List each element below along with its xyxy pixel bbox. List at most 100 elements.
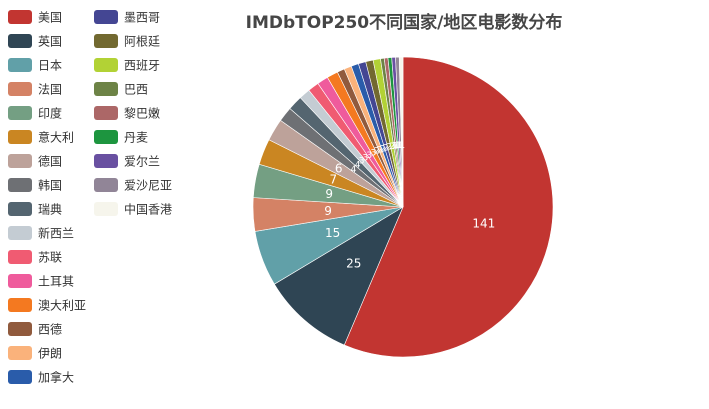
legend-swatch [94,34,118,48]
legend-item[interactable]: 韩国 [8,178,62,193]
legend-swatch [94,130,118,144]
legend-swatch [94,178,118,192]
legend-swatch [8,10,32,24]
legend-label: 日本 [38,59,62,73]
legend-label: 加拿大 [38,370,74,385]
pie-value-label: 3 [359,156,365,166]
pie-value-label: 9 [324,204,332,218]
chart-title: IMDbTOP250不同国家/地区电影数分布 [246,12,563,33]
legend-swatch [94,82,118,96]
legend-item[interactable]: 印度 [8,106,62,121]
pie-slice[interactable] [398,56,404,208]
legend-item[interactable]: 新西兰 [8,226,74,241]
pie-value-label: 141 [472,216,495,230]
legend-label: 印度 [38,106,62,121]
legend-swatch [8,298,32,312]
pie-value-label: 2 [380,144,386,154]
legend-item[interactable]: 澳大利亚 [8,298,86,313]
legend-swatch [8,370,32,384]
legend-label: 墨西哥 [124,11,160,25]
legend-label: 英国 [38,35,62,49]
legend-label: 中国香港 [124,202,172,217]
legend-swatch [94,58,118,72]
legend-label: 巴西 [124,83,148,97]
legend-swatch [8,250,32,264]
legend-item[interactable]: 土耳其 [8,274,74,289]
legend-item[interactable]: 黎巴嫩 [94,106,160,121]
pie-value-label: 4 [351,165,357,175]
legend-item[interactable]: 爱尔兰 [94,154,160,169]
legend-label: 德国 [38,154,62,169]
pie-slices[interactable] [252,56,554,358]
pie-slice[interactable] [273,206,404,346]
legend-swatch [8,274,32,288]
legend-item[interactable]: 德国 [8,154,62,169]
legend-item[interactable]: 中国香港 [94,202,172,217]
legend-swatch [8,226,32,240]
legend-label: 丹麦 [124,131,148,145]
pie-value-label: 1 [396,141,402,151]
legend-swatch [94,202,118,216]
legend-label: 爱尔兰 [124,154,160,169]
pie-value-label: 3 [366,151,372,161]
pie-value-label: 15 [325,226,340,240]
pie-value-label: 6 [335,161,343,175]
legend-label: 土耳其 [38,275,74,289]
pie-value-label: 25 [346,257,361,271]
legend-swatch [8,202,32,216]
pie-slice[interactable] [343,56,554,358]
legend-swatch [8,130,32,144]
legend-swatch [8,322,32,336]
legend-label: 瑞典 [38,203,62,217]
legend-swatch [8,178,32,192]
legend-swatch [8,82,32,96]
legend-swatch [94,106,118,120]
legend-label: 阿根廷 [124,35,160,49]
legend-item[interactable]: 丹麦 [94,130,148,145]
legend-item[interactable]: 巴西 [94,82,148,97]
legend-item[interactable]: 法国 [8,82,62,97]
legend-item[interactable]: 西班牙 [94,58,160,73]
legend-swatch [94,154,118,168]
legend-label: 法国 [38,83,62,97]
legend-item[interactable]: 西德 [8,322,62,337]
legend-item[interactable]: 伊朗 [8,346,62,361]
legend-item[interactable]: 瑞典 [8,202,62,217]
pie-value-label: 2 [389,142,395,152]
legend-item[interactable]: 墨西哥 [94,10,160,25]
pie-value-label: 1 [398,141,404,151]
legend-label: 意大利 [38,130,74,145]
legend-item[interactable]: 美国 [8,10,62,25]
legend-item[interactable]: 阿根廷 [94,34,160,49]
legend-label: 爱沙尼亚 [124,179,172,193]
legend-item[interactable]: 苏联 [8,250,62,265]
legend-label: 黎巴嫩 [124,107,160,121]
legend-label: 美国 [38,11,62,25]
legend-label: 西班牙 [124,59,160,73]
legend-swatch [8,34,32,48]
legend-swatch [94,10,118,24]
pie-value-label: 9 [325,187,333,201]
legend-label: 新西兰 [38,226,74,241]
legend-label: 苏联 [38,251,62,265]
legend-item[interactable]: 英国 [8,34,62,49]
legend-label: 澳大利亚 [38,299,86,313]
pie-value-label: 1 [399,141,405,151]
legend-item[interactable]: 意大利 [8,130,74,145]
pie-value-label: 4 [355,160,361,170]
legend-label: 韩国 [38,178,62,193]
legend-item[interactable]: 日本 [8,58,62,73]
pie-value-label: 1 [395,141,401,151]
legend-item[interactable]: 爱沙尼亚 [94,178,172,193]
legend-label: 西德 [38,322,62,337]
legend-swatch [8,106,32,120]
pie-value-label: 2 [374,147,380,157]
legend-item[interactable]: 加拿大 [8,370,74,385]
pie-value-label: 1 [393,141,399,151]
pie-value-label: 7 [329,172,337,186]
pie-value-label: 2 [386,143,392,153]
pie-value-label: 3 [370,148,376,158]
